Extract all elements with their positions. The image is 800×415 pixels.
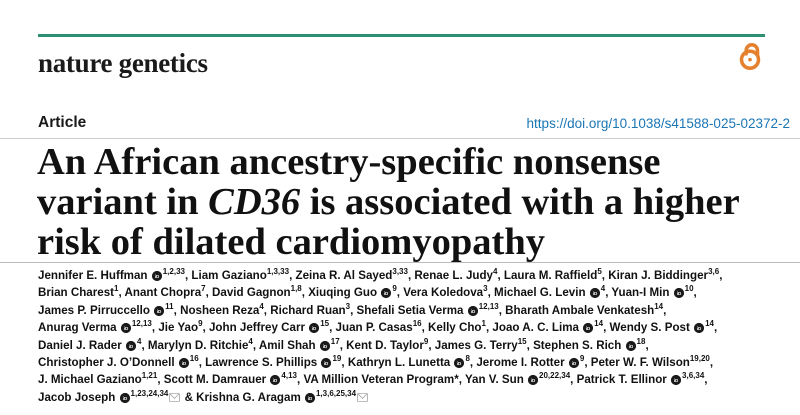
svg-text:iD: iD bbox=[323, 343, 328, 348]
svg-text:iD: iD bbox=[593, 291, 598, 296]
svg-text:iD: iD bbox=[273, 378, 278, 383]
svg-text:iD: iD bbox=[154, 274, 159, 279]
svg-text:iD: iD bbox=[122, 396, 127, 401]
svg-text:iD: iD bbox=[457, 361, 462, 366]
svg-text:iD: iD bbox=[572, 361, 577, 366]
svg-text:iD: iD bbox=[384, 291, 389, 296]
svg-text:iD: iD bbox=[157, 309, 162, 314]
svg-text:iD: iD bbox=[312, 326, 317, 331]
svg-text:iD: iD bbox=[324, 361, 329, 366]
svg-text:iD: iD bbox=[697, 326, 702, 331]
svg-text:iD: iD bbox=[676, 291, 681, 296]
svg-text:iD: iD bbox=[674, 378, 679, 383]
svg-text:iD: iD bbox=[308, 396, 313, 401]
svg-text:iD: iD bbox=[531, 378, 536, 383]
svg-text:iD: iD bbox=[129, 343, 134, 348]
svg-text:iD: iD bbox=[628, 343, 633, 348]
svg-text:iD: iD bbox=[124, 326, 129, 331]
svg-text:iD: iD bbox=[182, 361, 187, 366]
svg-text:iD: iD bbox=[470, 309, 475, 314]
svg-text:iD: iD bbox=[586, 326, 591, 331]
